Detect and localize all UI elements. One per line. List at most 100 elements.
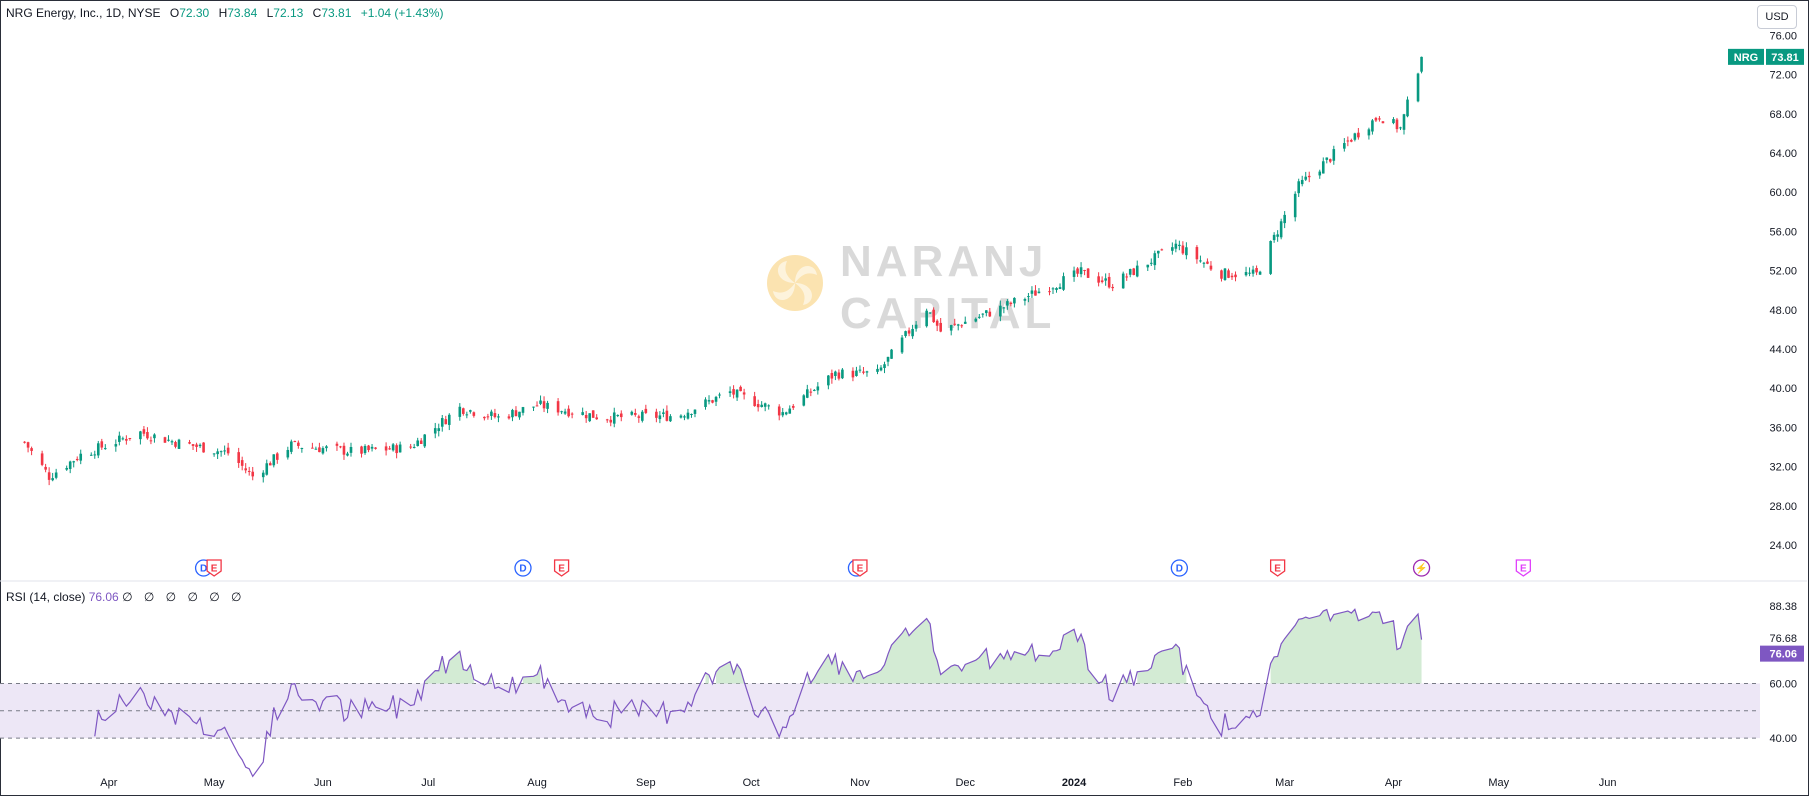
price-tag-value-bg <box>1766 48 1804 65</box>
event-badge-s[interactable]: ⚡ <box>1412 559 1431 577</box>
candle-body <box>1307 175 1311 178</box>
candle-body <box>830 373 834 379</box>
candle-body <box>542 401 546 409</box>
earnings-icon <box>206 559 222 577</box>
rsi-legend[interactable]: RSI (14, close) 76.06 ∅ ∅ ∅ ∅ ∅ ∅ <box>6 590 245 604</box>
candle-body <box>907 330 911 334</box>
event-badge-label: D <box>1176 564 1183 575</box>
candle-body <box>963 321 967 324</box>
rsi-overbought-fill <box>807 618 1106 684</box>
candle-body <box>121 438 125 440</box>
candle-body <box>728 391 732 394</box>
candle-body <box>1258 271 1262 275</box>
rsi-scale-tag: 76.68 <box>1769 633 1797 645</box>
symbol-legend[interactable]: NRG Energy, Inc., 1D, NYSE O72.30 H73.84… <box>6 6 443 20</box>
events[interactable]: DEDEDEDE⚡E <box>194 559 1531 577</box>
time-tick-label: Apr <box>100 777 117 789</box>
candle-body <box>96 443 100 456</box>
candle-body <box>837 372 841 379</box>
axes: 76.00 72.00 68.00 64.00 60.00 56.00 52.00 48.00… <box>0 30 1807 789</box>
event-badge-e[interactable]: E <box>206 559 222 577</box>
candle-body <box>118 435 121 442</box>
candle-body <box>658 415 662 420</box>
event-badge-e2[interactable]: E <box>1515 559 1531 577</box>
symbol-title: NRG Energy, Inc., 1D, NYSE <box>6 6 161 20</box>
candle-body <box>511 409 514 418</box>
candle-body <box>142 429 146 434</box>
candle-body <box>1160 249 1164 251</box>
high-value: 73.84 <box>227 6 258 20</box>
candle-body <box>637 416 641 418</box>
candle-body <box>862 371 865 373</box>
price-tick-label: 56.00 <box>1769 226 1797 238</box>
candle-body <box>1128 269 1132 275</box>
candle-body <box>391 444 395 451</box>
earnings-icon <box>852 559 868 577</box>
candle-body <box>188 442 191 444</box>
watermark-line1: NARANJ <box>840 237 1048 286</box>
candle-body <box>1062 276 1065 290</box>
candle-body <box>469 410 472 412</box>
event-badge-e[interactable]: E <box>553 559 570 577</box>
time-tick-label: Nov <box>850 777 870 789</box>
candle-body <box>1153 253 1157 266</box>
currency-button[interactable]: USD <box>1757 5 1797 29</box>
candle-body <box>1399 127 1402 129</box>
time-tick-label: May <box>204 777 225 789</box>
event-badge-e[interactable]: E <box>852 559 868 577</box>
candle-body <box>1125 276 1129 278</box>
candle-body <box>1097 276 1100 283</box>
watermark-text: NARANJ CAPITAL <box>840 236 1055 340</box>
candle-body <box>809 391 813 393</box>
candle-body <box>883 364 886 369</box>
candle-body <box>1058 287 1062 289</box>
candle-body <box>1199 260 1202 262</box>
candle-body <box>68 461 72 469</box>
rsi-legend-value: 76.06 <box>88 590 119 604</box>
candle-body <box>265 463 269 475</box>
candle-body <box>1107 276 1111 288</box>
candle-body <box>1332 149 1336 161</box>
candle-body <box>781 412 785 416</box>
event-badge-e[interactable]: E <box>1269 559 1286 577</box>
candle-body <box>223 450 226 452</box>
candle-body <box>360 446 363 454</box>
candle-body <box>686 412 690 419</box>
time-tick-label: Jul <box>421 777 435 789</box>
event-badge-d[interactable]: D <box>1170 559 1189 577</box>
candle-body <box>486 416 490 418</box>
open-value: 72.30 <box>179 6 210 20</box>
candle-body <box>1248 272 1251 274</box>
candle-body <box>988 311 992 317</box>
event-badge-d[interactable]: D <box>514 559 532 577</box>
candle-body <box>384 446 388 451</box>
candle-body <box>388 448 391 450</box>
event-badge-label: E <box>558 564 565 575</box>
candle-body <box>619 413 623 418</box>
candle-body <box>342 445 346 455</box>
candle-body <box>465 414 469 416</box>
candle-body <box>146 432 149 439</box>
time-tick-label: 2024 <box>1062 777 1087 789</box>
candle-body <box>1132 268 1136 275</box>
candle-body <box>219 451 223 453</box>
candle-body <box>932 309 935 323</box>
earnings-icon <box>1515 559 1531 577</box>
low-value: 72.13 <box>273 6 304 20</box>
candle-body <box>1378 118 1381 120</box>
candle-body <box>532 406 535 408</box>
candle-body <box>1234 274 1237 278</box>
candle-body <box>1072 270 1076 277</box>
rsi-series <box>94 608 1423 778</box>
event-badge-label: D <box>519 564 526 575</box>
candle-body <box>1367 129 1371 136</box>
candle-body <box>128 437 132 439</box>
candle-body <box>286 449 290 458</box>
candle-body <box>47 472 51 480</box>
candle-body <box>570 413 574 415</box>
candle-body <box>240 460 244 466</box>
candle-body <box>581 412 584 415</box>
candle-body <box>290 441 293 452</box>
candle-body <box>1244 272 1248 276</box>
